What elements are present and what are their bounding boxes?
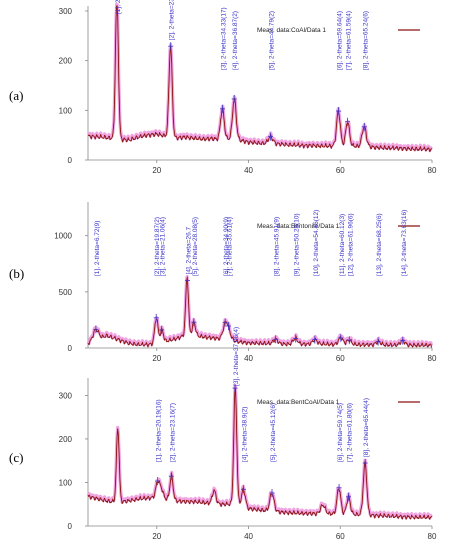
y-tick-label: 0 [68,156,73,165]
panel-label-b: (b) [9,266,25,281]
panel-label-a: (a) [9,88,24,103]
peak-annotation: [14], 2-theta=73.63(16) [401,210,408,276]
peak-annotation: [4], 2-theta=38.9(2) [242,407,249,462]
y-tick-label: 0 [68,522,73,531]
peak-annotation: [11], 2-theta=60.12(3) [339,214,346,276]
peak-annotation: [12], 2-theta=61.96(6) [347,213,354,276]
legend-label: Meas. data:Bentonite/Data 1 [257,223,340,230]
peak-annotation: [7], 2-theta=35.61(4) [226,217,233,276]
peak-annotation: [7], 2-theta=61.59(4) [346,11,353,70]
peak-annotation: [10], 2-theta=54.46(12) [313,210,320,276]
peak-annotation: [5], 2-theta=44.79(2) [269,11,276,70]
x-tick-label: 40 [244,532,253,541]
y-tick-label: 0 [68,344,73,353]
measured-curve [87,386,433,520]
fit-band [86,275,434,348]
legend-label: Meas. data:BentCoAl/Data 1 [257,399,340,406]
y-tick-label: 300 [59,391,73,400]
measured-curve [87,277,433,348]
y-tick-label: 1000 [54,232,72,241]
peak-annotation: [1], 2-theta=6.72(9) [94,221,101,276]
x-tick-label: 80 [428,354,437,363]
peak-annotation: [5], 2-theta=45.12(6) [270,403,277,462]
y-tick-label: 500 [59,288,73,297]
xrd-chart-b: 20 40 60 80 0 500 1000 Meas. data:Bentonite/Dat… [54,202,437,363]
peak-annotation: [1], 2-theta=11.3 [115,0,122,14]
peak-annotation: [6], 2-theta=59.74(5) [337,403,344,462]
x-tick-label: 60 [336,166,345,175]
y-tick-label: 200 [59,435,73,444]
x-tick-label: 80 [428,166,437,175]
x-tick-label: 40 [244,166,253,175]
y-tick-label: 300 [59,7,73,16]
x-tick-label: 80 [428,532,437,541]
peak-annotation: [2], 2-theta=19.87(2) [154,217,161,276]
y-tick-label: 100 [59,106,73,115]
peak-annotation: [8], 2-theta=65.24(6) [362,11,369,70]
y-tick-label: 100 [59,478,73,487]
x-tick-label: 20 [152,166,161,175]
x-tick-label: 60 [336,354,345,363]
measured-curve [87,5,433,153]
x-tick-label: 40 [244,354,253,363]
xrd-chart-a: 20 40 60 80 0 100 200 300 Meas. data:CoAl/Data 1… [59,0,437,175]
peak-annotation: [7], 2-theta=61.80(6) [347,403,354,462]
peak-annotation: [1], 2-theta=20.19(16) [156,399,163,462]
x-tick-label: 20 [152,354,161,363]
panel-label-c: (c) [9,450,24,465]
peak-annotation: [4], 2-theta=26.7 [185,226,192,274]
peak-annotation: [13], 2-theta=68.25(6) [376,213,383,276]
peak-annotation: [5], 2-theta=28.08(5) [192,217,199,276]
peak-annotation: [6], 2-theta=59.64(4) [337,11,344,70]
x-tick-label: 20 [152,532,161,541]
x-tick-label: 60 [336,532,345,541]
peak-annotation: [4], 2-theta=36.87(2) [232,11,239,70]
peak-annotation: [6], 2-theta=34.90(9) [223,217,230,276]
peak-annotation: [3], 2-theta=37.06(4) [233,327,240,386]
peak-annotation: [3], 2-theta=34.33(17) [221,7,228,70]
peak-annotation: [2], 2-theta=23.16(7) [169,403,176,462]
y-tick-label: 200 [59,57,73,66]
peak-annotation: [8], 2-theta=45.91(9) [274,217,281,276]
peak-annotation: [2], 2-theta=23.034(17) [169,0,176,40]
peak-annotation: [8], 2-theta=65.44(4) [363,398,370,457]
peak-annotation: [3], 2-theta=21.06(4) [160,217,167,276]
peak-annotation: [9], 2-theta=50.28(10) [294,213,301,276]
legend-label: Meas. data:CoAl/Data 1 [257,27,326,34]
